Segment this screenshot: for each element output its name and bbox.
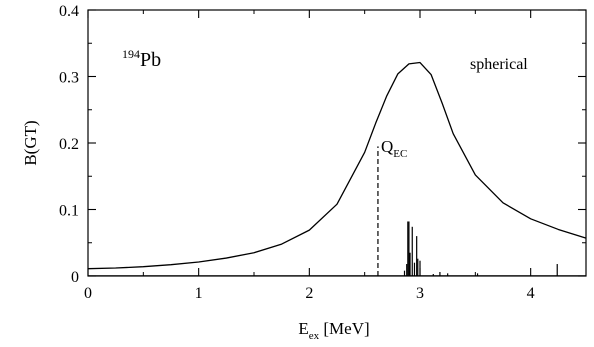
y-tick-label: 0.1: [59, 203, 79, 220]
x-tick-label: 0: [84, 285, 92, 302]
folded-strength-curve: [87, 61, 587, 270]
nucleus-mass: 194: [122, 47, 140, 61]
x-axis-label-sub: ex: [309, 330, 320, 342]
axis-ticks-layer: 0 1 2 3 4 0 0.1 0.2 0.3 0.4: [59, 3, 587, 302]
x-tick-label: 1: [195, 285, 203, 302]
y-tick-label: 0.3: [59, 70, 79, 87]
x-axis-label-main: E: [298, 319, 308, 338]
y-tick-label: 0.2: [59, 136, 79, 153]
y-tick-label: 0.4: [59, 3, 79, 20]
x-axis-label: Eex [MeV]: [298, 319, 369, 342]
nucleus-symbol: Pb: [140, 49, 161, 71]
y-axis-label: B(GT): [21, 120, 40, 165]
qec-sub: EC: [393, 148, 407, 160]
qec-main: Q: [381, 137, 393, 156]
x-tick-label: 3: [416, 285, 424, 302]
qec-annotation: QEC: [381, 137, 407, 160]
x-tick-label: 4: [527, 285, 535, 302]
plot-frame: [87, 9, 587, 277]
shape-annotation: spherical: [470, 56, 528, 73]
plot-data-layer: [87, 61, 587, 276]
x-axis-label-unit: [MeV]: [319, 319, 370, 338]
x-tick-label: 2: [305, 285, 313, 302]
y-tick-label: 0: [71, 269, 79, 286]
nucleus-annotation: 194Pb: [122, 47, 161, 71]
